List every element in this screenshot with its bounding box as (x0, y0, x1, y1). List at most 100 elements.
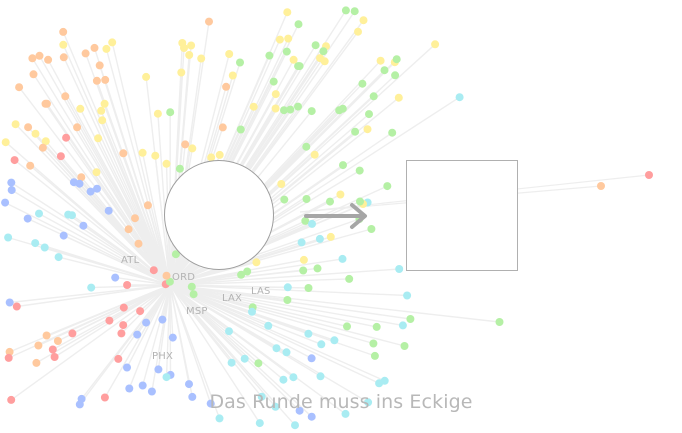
airport-dot (395, 265, 404, 273)
airport-dot (4, 353, 13, 362)
airport-dot (147, 387, 156, 396)
airport-dot (317, 340, 326, 349)
airport-dot (61, 92, 70, 101)
route-line (169, 284, 301, 412)
airport-dot (289, 373, 298, 382)
route-line (169, 284, 296, 426)
airport-dot (10, 156, 19, 165)
route-line (169, 284, 377, 328)
airport-dot (316, 54, 324, 63)
airport-dot (41, 99, 50, 108)
airport-dot (369, 339, 378, 348)
airport-dot (388, 128, 397, 137)
airport-dot (370, 351, 379, 360)
airport-dot (304, 329, 313, 338)
airport-dot (38, 143, 47, 152)
airport-dot (105, 316, 114, 325)
airport-dot (134, 239, 143, 248)
airport-dot (295, 62, 304, 71)
airport-dot (269, 77, 278, 86)
airport-dot (28, 54, 37, 63)
airport-dot (383, 182, 392, 191)
airport-dot (1, 138, 10, 147)
airport-dot (255, 419, 264, 428)
airport-dot (31, 239, 40, 248)
airport-dot (92, 76, 101, 85)
airport-dot (376, 56, 385, 65)
airport-dot (277, 180, 286, 188)
airport-dot (215, 414, 224, 423)
airport-dot (297, 238, 306, 247)
route-line (169, 284, 212, 404)
airport-dot (166, 108, 175, 117)
airport-dot (302, 142, 311, 151)
airport-label-ord: ORD (172, 272, 196, 283)
route-line (169, 284, 405, 347)
airport-dot (289, 55, 298, 64)
airport-dot (400, 342, 409, 350)
airport-dot (398, 321, 407, 330)
airport-dot (34, 341, 43, 350)
airport-dot (326, 197, 334, 206)
airport-dot (310, 150, 319, 159)
airport-dot (59, 40, 68, 49)
route-line (169, 278, 350, 286)
route-line (108, 210, 171, 286)
airport-dot (275, 35, 284, 44)
airport-dot (228, 71, 237, 80)
airport-dot (119, 149, 128, 158)
airport-dot (79, 221, 88, 230)
airport-dot (286, 105, 295, 114)
airport-dot (104, 206, 113, 215)
route-line (169, 284, 385, 382)
airport-dot (162, 159, 171, 168)
airport-dot (645, 171, 653, 179)
airport-dot (77, 394, 86, 403)
airport-dot (254, 359, 263, 368)
route-line (9, 284, 171, 304)
airport-dot (185, 380, 193, 389)
airport-dot (111, 273, 120, 282)
airport-dot (165, 277, 174, 286)
airport-dot (188, 392, 197, 401)
airport-dot (341, 409, 350, 418)
route-line (58, 256, 171, 286)
airport-dot (243, 267, 252, 276)
airport-dot (92, 168, 101, 177)
airport-dot (375, 379, 384, 388)
airport-dot (102, 44, 111, 53)
airport-dot (280, 195, 289, 204)
airport-dot (271, 402, 280, 411)
airport-dot (316, 372, 325, 381)
airport-dot (330, 336, 339, 345)
airport-dot (326, 232, 335, 241)
airport-dot (86, 187, 95, 196)
airport-dot (249, 102, 258, 111)
route-line (157, 113, 171, 286)
route-line (169, 218, 360, 286)
airport-dot (319, 47, 328, 56)
airport-dot (240, 354, 249, 363)
airport-dot (153, 109, 162, 118)
airport-dot (359, 16, 368, 25)
airport-dot (282, 47, 291, 56)
airport-dot (282, 348, 291, 357)
airport-dot (187, 41, 196, 50)
airport-dot (12, 302, 21, 311)
airport-dot (162, 271, 171, 280)
route-line (169, 259, 305, 286)
airport-dot (151, 151, 160, 160)
airport-dot (142, 72, 151, 81)
airport-dot (225, 327, 233, 336)
airport-dot (68, 211, 76, 220)
airport-dot (59, 53, 68, 62)
airport-dot (369, 92, 378, 101)
airport-dot (117, 329, 126, 338)
airport-dot (227, 358, 236, 367)
route-line (111, 42, 171, 286)
route-line (62, 44, 171, 286)
route-line (169, 284, 404, 327)
airport-dot (364, 398, 373, 407)
airport-label-lax: LAX (222, 293, 243, 304)
airport-dot (271, 104, 280, 113)
